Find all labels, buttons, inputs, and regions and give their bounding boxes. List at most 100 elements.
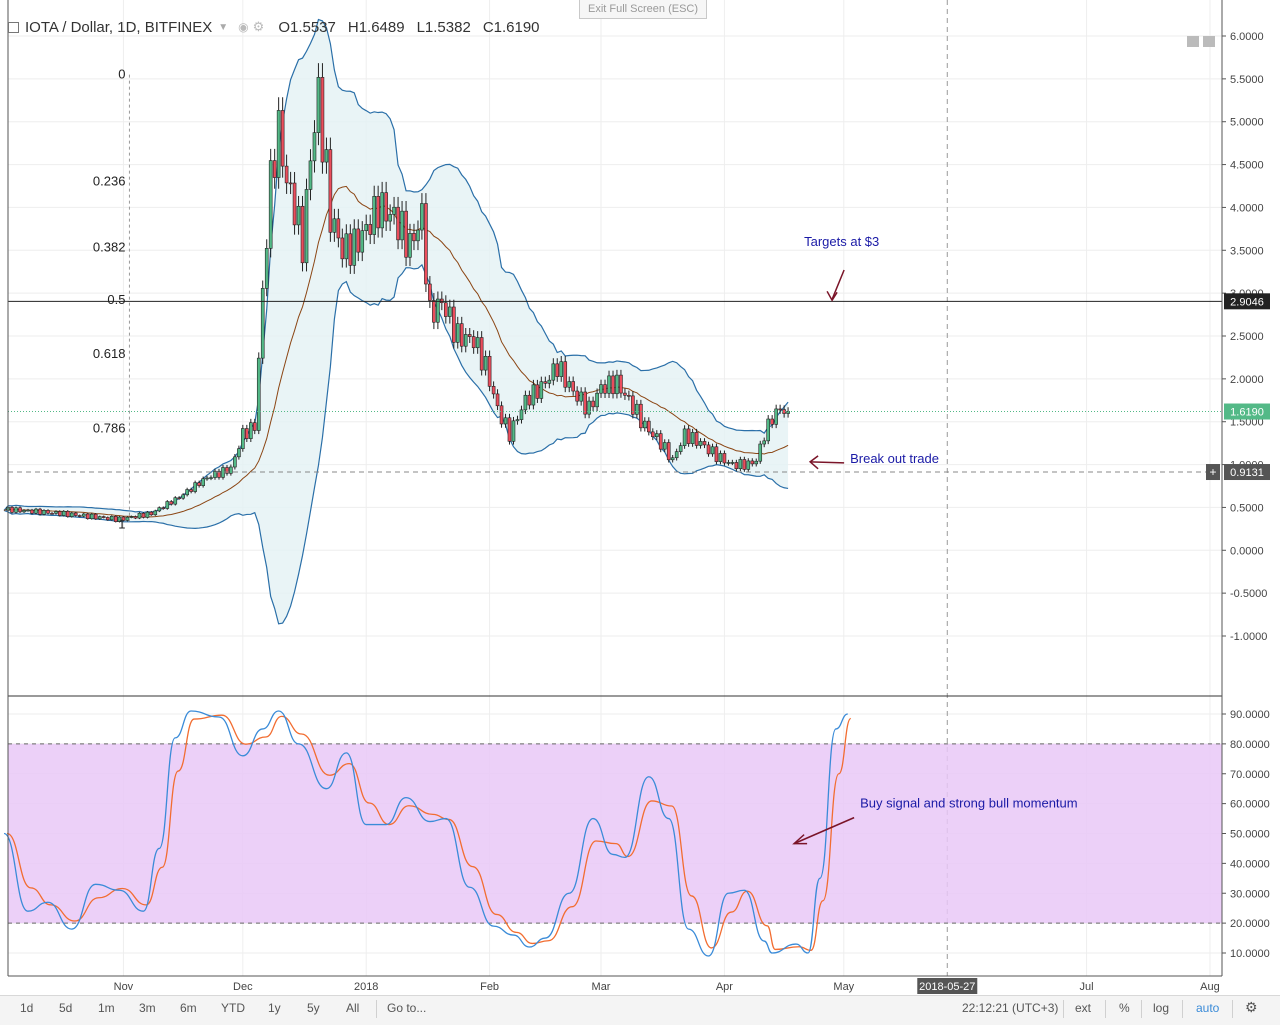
x-tick-label: Dec — [233, 981, 253, 993]
candle-body — [229, 466, 233, 474]
goto-button[interactable]: Go to... — [387, 1001, 427, 1015]
eye-icon[interactable]: ◉ — [238, 20, 249, 34]
candle-body — [344, 233, 349, 260]
candle-body — [642, 420, 647, 429]
toolbar-divider — [1063, 1000, 1064, 1018]
range-6m[interactable]: 6m — [180, 1001, 197, 1015]
candle-body — [348, 233, 353, 266]
annotation-arrow — [831, 269, 845, 300]
fib-level-label: 1 — [118, 517, 125, 532]
range-1d[interactable]: 1d — [20, 1001, 34, 1015]
candle-body — [543, 381, 548, 384]
chart-canvas[interactable]: 0 0.236 0.382 0.5 0.618 0.786 1 Targets at $3 Br… — [0, 0, 1280, 995]
candle-body — [320, 77, 325, 163]
candle-body — [459, 323, 464, 347]
candle-body — [133, 516, 138, 519]
ext-toggle[interactable]: ext — [1075, 1001, 1092, 1015]
range-ytd[interactable]: YTD — [221, 1001, 245, 1015]
candle-body — [268, 160, 273, 249]
candle-body — [575, 390, 579, 402]
range-1y[interactable]: 1y — [268, 1001, 281, 1015]
candle-body — [288, 182, 293, 185]
candle-body — [57, 511, 62, 516]
y-tick-label: 50.0000 — [1230, 829, 1270, 841]
candle-body — [54, 511, 58, 514]
candle-body — [698, 441, 703, 446]
candle-body — [726, 462, 731, 464]
candle-body — [654, 433, 659, 438]
fib-level-label: 0.786 — [93, 421, 126, 436]
y-tick-label: 40.0000 — [1230, 858, 1270, 870]
candle-body — [260, 288, 265, 359]
y-tick-label: 60.0000 — [1230, 799, 1270, 811]
range-1m[interactable]: 1m — [98, 1001, 115, 1015]
close-value: C1.6190 — [482, 18, 540, 36]
percent-toggle[interactable]: % — [1119, 1001, 1130, 1015]
fib-level-label: 0.618 — [93, 346, 126, 361]
candle-body — [189, 489, 193, 492]
candle-body — [324, 149, 329, 163]
candle-body — [10, 506, 14, 513]
symbol-dropdown-icon[interactable]: ▼ — [218, 21, 229, 33]
candle-body — [587, 400, 591, 415]
candle-body — [718, 453, 723, 462]
auto-toggle[interactable]: auto — [1196, 1001, 1220, 1015]
candle-body — [65, 510, 70, 517]
candle-body — [662, 442, 667, 450]
range-all[interactable]: All — [346, 1001, 360, 1015]
clock-time[interactable]: 22:12:21 (UTC+3) — [962, 1001, 1059, 1015]
candle-body — [340, 237, 345, 260]
settings-gear-icon[interactable]: ⚙ — [1245, 999, 1258, 1015]
candle-body — [125, 516, 130, 521]
candle-body — [448, 306, 452, 317]
candle-body — [34, 508, 38, 514]
candle-body — [18, 507, 22, 513]
candle-body — [185, 489, 189, 496]
chart-settings-icon[interactable] — [8, 21, 19, 33]
y-tick-label: 80.0000 — [1230, 739, 1270, 751]
candle-body — [364, 224, 369, 231]
range-5d[interactable]: 5d — [59, 1001, 73, 1015]
symbol-title[interactable]: IOTA / Dollar, 1D, BITFINEX — [25, 18, 213, 36]
toolbar-divider — [1232, 1000, 1233, 1018]
candle-body — [205, 477, 209, 480]
candle-body — [296, 205, 301, 226]
candle-body — [197, 482, 201, 486]
x-tick-label: Apr — [716, 981, 733, 993]
x-tick-label: Aug — [1200, 981, 1220, 993]
candle-body — [690, 432, 695, 444]
annotation-targets: Targets at $3 — [804, 234, 879, 249]
candle-body — [332, 218, 337, 233]
candle-body — [384, 192, 388, 222]
candle-body — [555, 363, 560, 377]
candle-body — [599, 384, 603, 394]
candle-body — [181, 494, 185, 499]
candle-body — [217, 470, 221, 478]
range-3m[interactable]: 3m — [139, 1001, 156, 1015]
candle-body — [129, 516, 134, 518]
crosshair-date-tag: 2018-05-27 — [919, 981, 975, 993]
gear-icon[interactable]: ⚙ — [252, 19, 265, 34]
log-toggle[interactable]: log — [1153, 1001, 1170, 1015]
candle-body — [245, 428, 249, 439]
candle-body — [583, 391, 587, 415]
candle-body — [694, 432, 699, 446]
candle-body — [121, 516, 126, 521]
candle-body — [674, 451, 679, 459]
range-5y[interactable]: 5y — [307, 1001, 320, 1015]
candle-body — [770, 418, 774, 425]
annotation-arrow — [810, 461, 845, 464]
candle-body — [603, 384, 607, 394]
exit-fullscreen-button[interactable]: Exit Full Screen (ESC) — [579, 0, 707, 19]
bollinger-band-fill — [4, 19, 789, 624]
candle-body — [455, 323, 460, 343]
candle-body — [97, 516, 102, 520]
candle-body — [766, 418, 771, 442]
candle-body — [233, 456, 237, 468]
fib-level-label: 0.236 — [93, 174, 126, 189]
candle-body — [686, 428, 691, 444]
last-price-tag: 1.6190 — [1230, 407, 1264, 419]
candle-body — [511, 420, 516, 442]
candle-body — [444, 302, 448, 317]
y-tick-label: 4.0000 — [1230, 202, 1264, 214]
